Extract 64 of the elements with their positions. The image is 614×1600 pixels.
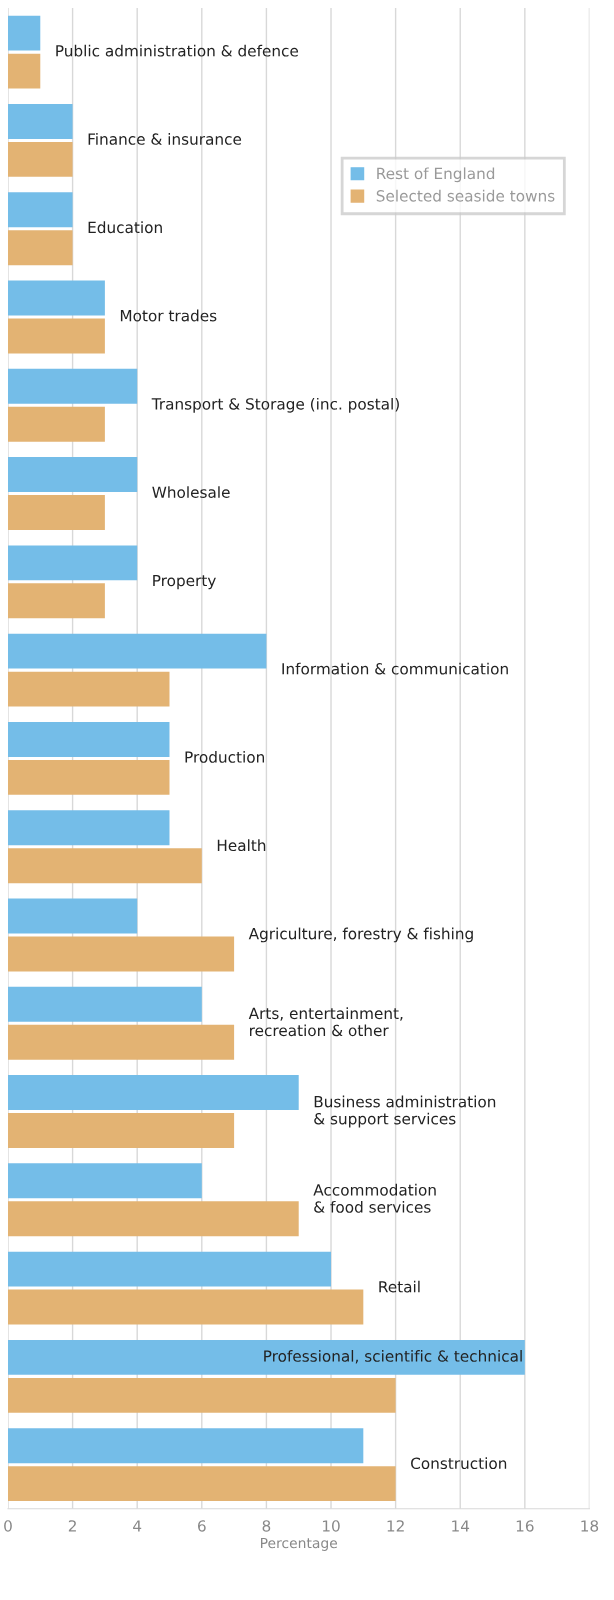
bar (7, 583, 105, 619)
y-tick-label: Business administration & support services (314, 1095, 496, 1128)
bar (7, 280, 105, 316)
bar (7, 406, 105, 442)
bar (7, 1201, 299, 1237)
bar (7, 1113, 235, 1148)
x-tick-label: 10 (322, 1520, 340, 1532)
bar (7, 15, 41, 51)
bar (7, 633, 267, 669)
x-tick-label: 6 (198, 1520, 206, 1532)
x-tick-label: 18 (581, 1520, 599, 1532)
bar (7, 936, 235, 972)
x-tick-label: 4 (133, 1520, 142, 1532)
y-tick-label: Education (88, 221, 162, 234)
bar (7, 1339, 525, 1375)
bar (7, 230, 73, 266)
y-tick-label: Construction (411, 1457, 507, 1470)
legend-label: Rest of England (377, 167, 495, 183)
y-tick-label: Transport & Storage (inc. postal) (151, 397, 399, 413)
bar (7, 848, 202, 884)
bar (7, 1163, 202, 1199)
bar (7, 1466, 396, 1502)
bar (7, 810, 170, 846)
legend-label: Selected seaside towns (376, 189, 555, 202)
bar (7, 368, 138, 404)
y-tick-label: Retail (379, 1280, 420, 1293)
bar (7, 1251, 332, 1287)
x-axis-title: Percentage (261, 1537, 338, 1551)
y-tick-label: Arts, entertainment, recreation & other (248, 1007, 403, 1037)
y-tick-label: Production (185, 751, 265, 763)
x-tick-label: 8 (262, 1520, 271, 1532)
bar (7, 53, 41, 89)
x-tick-label: 2 (68, 1520, 76, 1532)
y-tick-label: Motor trades (120, 309, 217, 322)
y-tick-label: Agriculture, forestry & fishing (248, 927, 473, 943)
bar (7, 671, 170, 707)
y-tick-label: Public administration & defence (56, 44, 299, 57)
bar (7, 759, 170, 795)
x-tick-label: 16 (516, 1520, 534, 1532)
bar (7, 1377, 396, 1413)
bar (7, 1428, 364, 1464)
x-tick-label: 12 (387, 1520, 404, 1532)
x-tick-label: 0 (4, 1520, 12, 1532)
bar (7, 721, 170, 757)
bar (7, 495, 105, 530)
bar (7, 1289, 364, 1325)
bar (7, 141, 73, 177)
x-tick-label: 14 (452, 1520, 470, 1532)
y-tick-label: Accommodation & food services (313, 1183, 436, 1213)
bar (7, 545, 138, 581)
y-tick-label: Health (217, 839, 266, 852)
bar (7, 1075, 299, 1111)
bar (7, 318, 105, 354)
y-tick-label: Finance & insurance (88, 133, 242, 145)
bar (7, 103, 73, 139)
bar (7, 1024, 235, 1060)
y-tick-label: Information & communication (282, 662, 508, 675)
y-tick-label: Professional, scientific & technical (264, 1350, 522, 1364)
bar (7, 192, 73, 228)
bar (7, 898, 138, 934)
y-tick-label: Property (153, 574, 216, 590)
bar (7, 457, 138, 493)
y-tick-label: Wholesale (152, 486, 230, 498)
bar (7, 986, 202, 1022)
